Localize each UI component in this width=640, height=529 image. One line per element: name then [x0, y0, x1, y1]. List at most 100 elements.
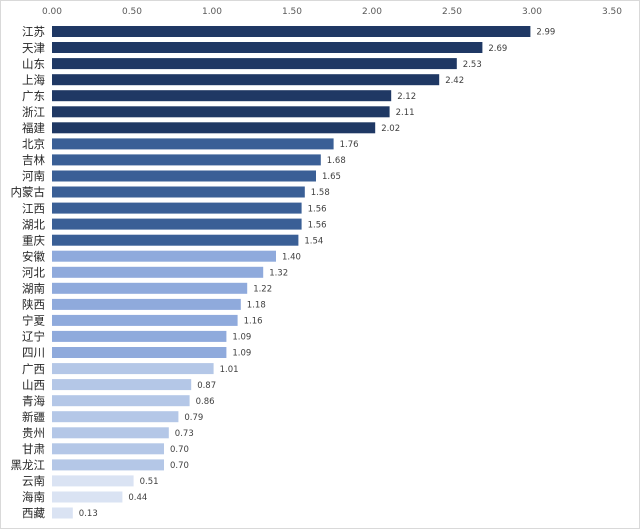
- data-label: 1.65: [322, 172, 341, 182]
- category-label: 福建: [22, 121, 45, 135]
- bar: [52, 90, 392, 102]
- data-label: 0.87: [197, 381, 216, 391]
- data-label: 2.99: [536, 28, 555, 38]
- data-label: 0.51: [140, 477, 159, 487]
- bar: [52, 106, 390, 118]
- bar: [52, 234, 299, 246]
- category-label: 云南: [22, 474, 45, 488]
- data-label: 1.54: [304, 236, 323, 246]
- bar: [52, 42, 483, 53]
- x-tick-label: 3.50: [602, 7, 622, 17]
- bar: [52, 427, 169, 439]
- data-label: 2.11: [396, 108, 415, 118]
- bar: [52, 507, 73, 519]
- data-label: 1.18: [247, 301, 266, 311]
- bar: [52, 298, 241, 310]
- bar: [52, 26, 531, 37]
- x-tick-label: 2.00: [362, 7, 382, 17]
- data-label: 1.56: [308, 204, 327, 214]
- data-label: 1.16: [244, 317, 263, 327]
- category-label: 辽宁: [22, 330, 45, 344]
- category-label: 广东: [22, 89, 45, 103]
- category-label: 陕西: [22, 298, 45, 312]
- x-axis-ticks: 0.00 0.50 1.00 1.50 2.00 2.50 3.00 3.50: [42, 7, 622, 17]
- data-label: 0.86: [196, 397, 215, 407]
- category-label: 西藏: [22, 506, 45, 520]
- data-label: 0.73: [175, 429, 194, 439]
- category-label: 吉林: [22, 153, 45, 167]
- category-label: 内蒙古: [11, 185, 46, 199]
- bar: [52, 282, 248, 294]
- data-label: 2.12: [397, 92, 416, 102]
- bar: [52, 186, 305, 198]
- bar: [52, 74, 440, 86]
- category-label: 河南: [22, 169, 45, 183]
- category-label: 海南: [22, 490, 45, 504]
- category-label: 黑龙江: [11, 458, 46, 472]
- bar: [52, 218, 302, 230]
- bar: [52, 266, 264, 278]
- data-label: 0.44: [128, 493, 147, 503]
- bar: [52, 250, 276, 262]
- bar: [52, 314, 238, 326]
- category-label: 湖北: [22, 217, 45, 231]
- data-label: 1.32: [269, 268, 288, 278]
- bar: [52, 58, 457, 70]
- category-label: 江西: [22, 201, 45, 215]
- data-label: 1.22: [253, 285, 272, 295]
- bar: [52, 363, 214, 375]
- bars: [52, 26, 531, 519]
- data-label: 0.70: [170, 461, 189, 471]
- category-label: 甘肃: [22, 442, 45, 456]
- bar: [52, 411, 179, 423]
- bar: [52, 170, 316, 182]
- data-label: 0.13: [79, 509, 98, 519]
- category-label: 山东: [22, 57, 45, 71]
- data-label: 1.40: [282, 252, 301, 262]
- bar: [52, 443, 164, 455]
- data-label: 2.02: [381, 124, 400, 134]
- data-label: 0.79: [184, 413, 203, 423]
- x-tick-label: 0.00: [42, 7, 62, 17]
- x-tick-label: 0.50: [122, 7, 142, 17]
- category-labels: 江苏天津山东上海广东浙江福建北京吉林河南内蒙古江西湖北重庆安徽河北湖南陕西宁夏辽…: [11, 25, 46, 521]
- data-label: 1.09: [232, 349, 251, 359]
- category-label: 广西: [22, 362, 45, 376]
- data-label: 2.53: [463, 60, 482, 70]
- bar: [52, 330, 227, 342]
- category-label: 贵州: [22, 426, 45, 440]
- x-tick-label: 1.50: [282, 7, 302, 17]
- category-label: 宁夏: [22, 314, 45, 328]
- bar: [52, 138, 334, 150]
- bar: [52, 122, 376, 134]
- bar: [52, 475, 134, 487]
- category-label: 上海: [22, 73, 45, 87]
- data-label: 1.58: [311, 188, 330, 198]
- bar: [52, 491, 123, 503]
- x-tick-label: 1.00: [202, 7, 222, 17]
- category-label: 天津: [22, 41, 45, 55]
- value-labels: 2.99 2.69 2.53 2.42 2.12 2.11 2.02 1.76 1.68 1.65…: [79, 28, 556, 520]
- category-label: 江苏: [22, 25, 45, 39]
- bar: [52, 459, 164, 471]
- bar: [52, 379, 192, 391]
- data-label: 1.01: [220, 365, 239, 375]
- bar: [52, 395, 190, 407]
- bar: [52, 202, 302, 214]
- bar: [52, 347, 227, 358]
- data-label: 1.09: [232, 333, 251, 343]
- category-label: 浙江: [22, 105, 45, 119]
- x-tick-label: 3.00: [522, 7, 542, 17]
- data-label: 1.76: [340, 140, 359, 150]
- category-label: 新疆: [22, 410, 45, 424]
- category-label: 重庆: [22, 233, 45, 247]
- bar: [52, 154, 321, 166]
- category-label: 北京: [22, 137, 45, 151]
- x-tick-label: 2.50: [442, 7, 462, 17]
- category-label: 山西: [22, 378, 45, 392]
- category-label: 安徽: [22, 249, 45, 263]
- data-label: 1.68: [327, 156, 346, 166]
- category-label: 湖南: [22, 282, 45, 296]
